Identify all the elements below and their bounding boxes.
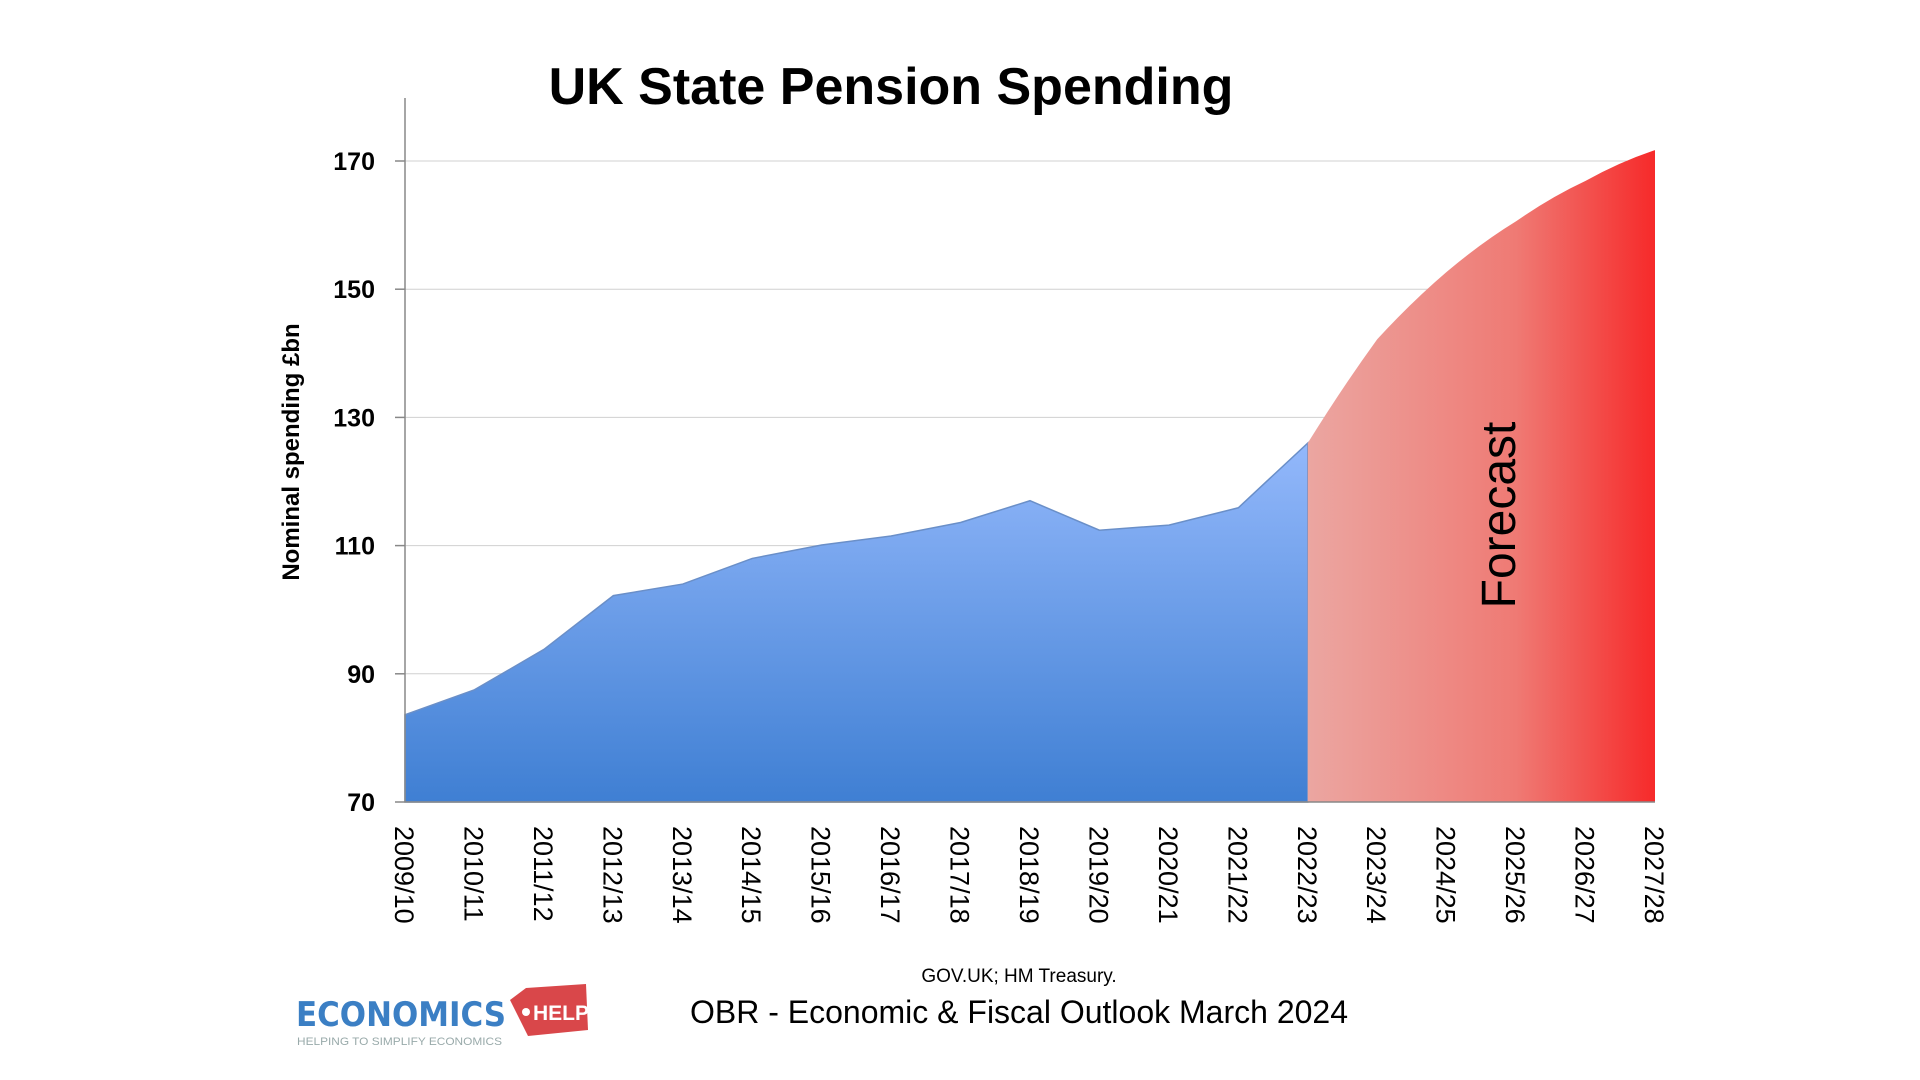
- x-tick-label: 2012/13: [597, 826, 627, 924]
- x-tick-label: 2011/12: [528, 826, 558, 922]
- y-tick-label: 170: [333, 148, 375, 176]
- x-tick-label: 2009/10: [389, 826, 419, 924]
- y-tick-label: 110: [335, 533, 375, 561]
- y-tick-label: 70: [347, 789, 375, 817]
- logo-tag-shape: [510, 984, 588, 1036]
- logo-tag: HELP: [533, 1002, 589, 1025]
- x-tick-label: 2020/21: [1153, 826, 1183, 924]
- x-tick-label: 2010/11: [458, 826, 488, 922]
- x-tick-label: 2027/28: [1639, 826, 1669, 924]
- y-tick-label: 90: [347, 661, 375, 689]
- x-tick-label: 2017/18: [945, 826, 975, 924]
- y-tick-label: 150: [333, 276, 375, 304]
- x-tick-label: 2021/22: [1222, 826, 1252, 924]
- x-tick-label: 2013/14: [667, 826, 697, 924]
- x-tick-label: 2026/27: [1570, 826, 1600, 924]
- x-tick-label: 2024/25: [1431, 826, 1461, 924]
- economics-help-logo: ECONOMICS HELP HELPING TO SIMPLIFY ECONO…: [296, 984, 589, 1048]
- x-tick-label: 2022/23: [1292, 826, 1322, 924]
- x-tick-label: 2014/15: [736, 826, 766, 924]
- y-axis-label: Nominal spending £bn: [278, 323, 305, 580]
- actual-area: [404, 441, 1309, 803]
- x-tick-label: 2015/16: [806, 826, 836, 924]
- source-text: GOV.UK; HM Treasury.: [921, 966, 1116, 987]
- logo-text: ECONOMICS: [296, 995, 506, 1035]
- y-tick-label: 130: [333, 404, 375, 432]
- chart-title: UK State Pension Spending: [549, 58, 1234, 116]
- footnote: OBR - Economic & Fiscal Outlook March 20…: [690, 994, 1348, 1030]
- logo-tagline: HELPING TO SIMPLIFY ECONOMICS: [297, 1036, 502, 1048]
- x-tick-label: 2018/19: [1014, 826, 1044, 924]
- x-tick-label: 2023/24: [1361, 826, 1391, 924]
- forecast-area: [1307, 150, 1655, 802]
- forecast-annotation: Forecast: [1473, 422, 1526, 609]
- x-tick-label: 2016/17: [875, 826, 905, 924]
- x-tick-label: 2019/20: [1083, 826, 1113, 924]
- x-tick-label: 2025/26: [1500, 826, 1530, 924]
